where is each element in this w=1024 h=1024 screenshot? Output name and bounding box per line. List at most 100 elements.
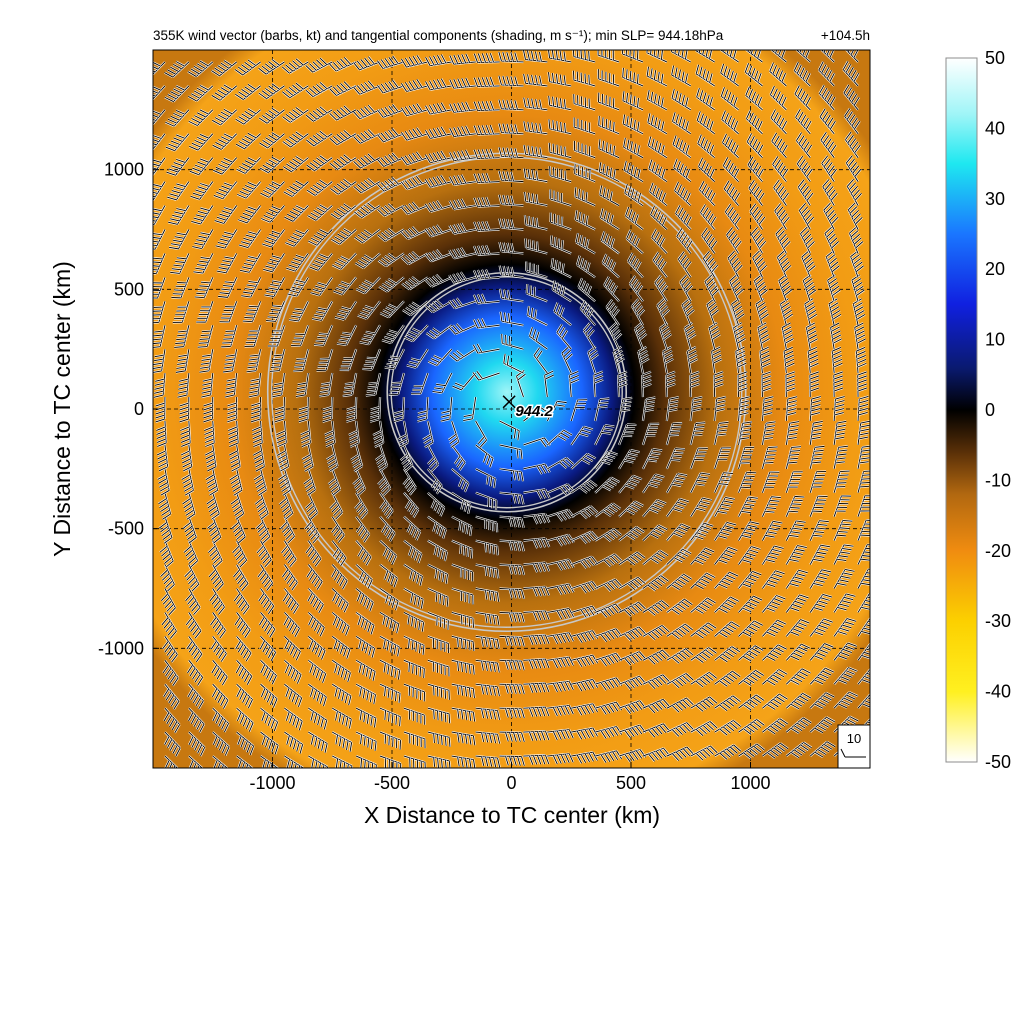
wind-barb <box>748 179 765 207</box>
wind-barb <box>475 539 499 556</box>
wind-barb <box>197 324 214 349</box>
wind-barb <box>153 205 166 226</box>
wind-barb <box>424 224 453 238</box>
wind-barb <box>403 563 424 586</box>
wind-barb <box>714 719 742 736</box>
wind-barb <box>670 65 692 87</box>
wind-barb <box>357 300 381 320</box>
wind-barb <box>773 202 791 231</box>
wind-barb <box>713 645 741 663</box>
wind-barb <box>352 56 381 71</box>
wind-barb <box>472 293 500 305</box>
wind-barb <box>376 79 405 94</box>
wind-barb <box>354 228 381 244</box>
wind-barb <box>403 731 427 749</box>
wind-barb <box>547 119 572 135</box>
wind-barb <box>359 324 381 346</box>
wind-barb <box>231 540 248 568</box>
wind-barb <box>666 746 695 762</box>
wind-barb <box>451 754 476 768</box>
wind-barb <box>377 252 405 268</box>
wind-barb <box>665 370 676 398</box>
wind-barb <box>187 707 206 733</box>
wind-barb <box>672 158 692 183</box>
wind-barb <box>212 132 238 151</box>
wind-barb <box>283 635 302 661</box>
wind-barb <box>451 563 474 582</box>
wind-barb <box>646 113 668 135</box>
wind-barb <box>666 672 694 689</box>
wind-barb <box>179 397 190 423</box>
wind-barb <box>381 324 405 345</box>
wind-barb <box>594 725 623 740</box>
wind-barb <box>283 204 310 223</box>
wind-barb <box>228 444 242 472</box>
wind-barb <box>365 372 382 397</box>
wind-barb <box>451 539 474 559</box>
wind-barb <box>499 563 526 576</box>
wind-barb <box>355 731 378 751</box>
wind-barb <box>649 205 668 231</box>
wind-barb <box>355 516 371 543</box>
wind-barb <box>689 522 714 542</box>
y-tick-label: -500 <box>108 519 144 539</box>
wind-barb <box>853 322 867 350</box>
wind-barb <box>300 420 312 448</box>
wind-barb <box>259 635 277 662</box>
wind-barb <box>690 597 717 615</box>
wind-barb <box>192 228 214 250</box>
wind-barb <box>235 731 255 756</box>
wind-barb <box>761 742 789 760</box>
wind-barb <box>331 659 352 683</box>
wind-barb <box>254 492 270 521</box>
wind-barb <box>474 420 488 448</box>
wind-barb <box>498 288 524 303</box>
wind-barb <box>760 370 772 398</box>
wind-barb <box>304 516 321 544</box>
wind-barb <box>305 540 322 567</box>
wind-barb <box>234 635 252 662</box>
wind-barb <box>171 276 190 299</box>
wind-barb <box>577 277 596 303</box>
wind-barb <box>825 249 841 278</box>
wind-barb <box>290 324 310 347</box>
wind-barb <box>330 563 349 590</box>
wind-barb <box>809 568 832 590</box>
wind-barb <box>594 701 623 716</box>
wind-barb <box>737 570 762 590</box>
wind-barb <box>546 400 567 422</box>
wind-barb <box>594 627 623 643</box>
wind-barb <box>737 644 764 663</box>
wind-barb <box>379 754 402 768</box>
wind-barb <box>793 61 812 87</box>
wind-barb <box>179 420 192 448</box>
wind-barb <box>737 595 763 614</box>
wind-barb <box>163 707 181 734</box>
wind-barb <box>379 587 400 611</box>
wind-barb <box>847 202 863 230</box>
wind-barb <box>795 50 811 63</box>
wind-barb <box>164 85 190 103</box>
wind-barb <box>208 564 225 592</box>
wind-barb <box>618 500 644 518</box>
y-axis-ticks: -1000 -500 0 500 1000 <box>98 160 159 658</box>
wind-barb <box>592 370 604 398</box>
wind-barb <box>794 108 812 135</box>
wind-barb <box>475 754 501 768</box>
wind-barb <box>283 611 301 638</box>
wind-barb <box>719 63 740 87</box>
wind-barb <box>547 680 575 693</box>
wind-barb <box>153 85 166 101</box>
wind-barb <box>594 652 623 667</box>
wind-barb <box>594 450 618 470</box>
wind-barb <box>809 740 836 758</box>
wind-barb <box>594 528 622 543</box>
wind-barb <box>475 611 501 626</box>
wind-barb <box>594 397 610 422</box>
wind-barb <box>355 539 372 566</box>
wind-barb <box>403 515 422 541</box>
wind-barb <box>690 646 718 664</box>
wind-barb <box>427 491 446 517</box>
wind-barb <box>713 546 738 566</box>
wind-barb <box>689 472 711 494</box>
